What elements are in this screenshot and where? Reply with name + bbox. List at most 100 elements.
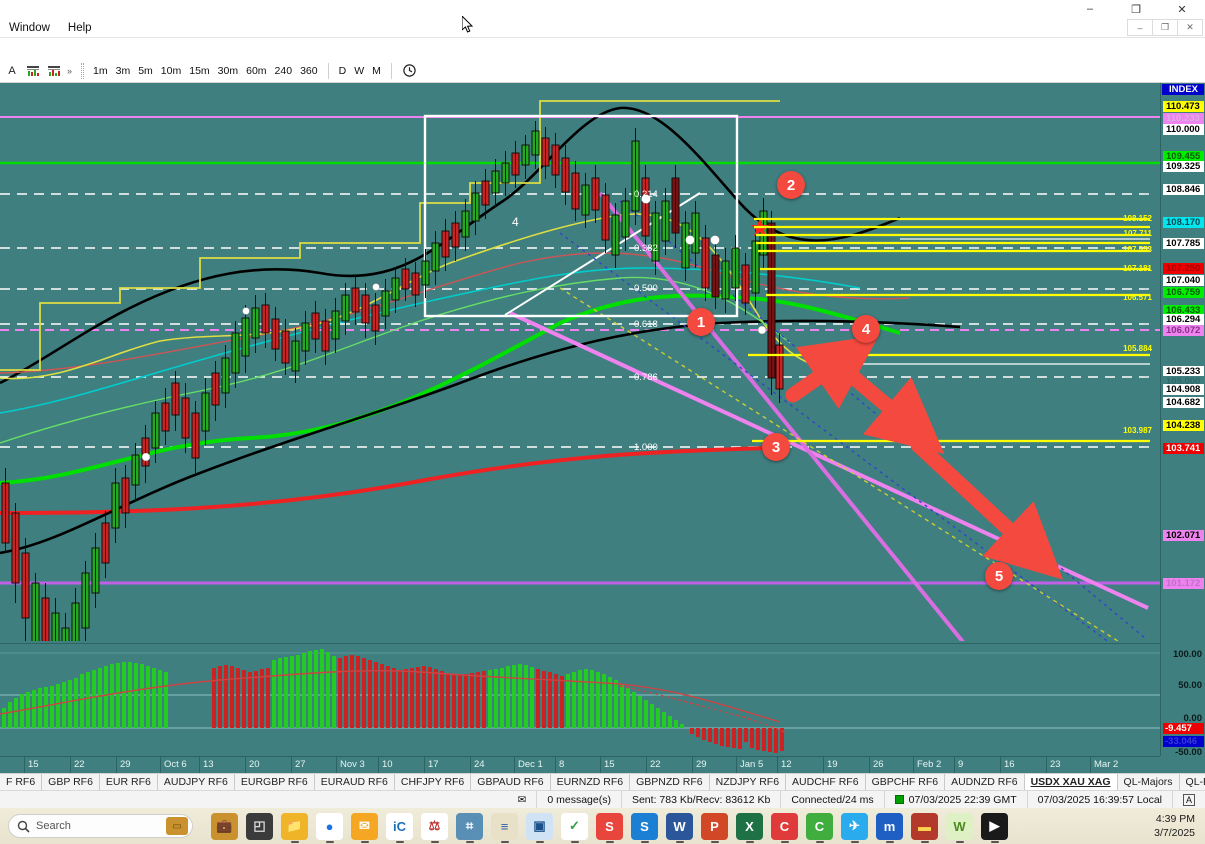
period-monthly[interactable]: M <box>372 64 381 77</box>
mdi-close-button[interactable]: ✕ <box>1177 19 1203 36</box>
chart-style-1-icon[interactable] <box>24 62 42 80</box>
time-separator <box>869 757 870 773</box>
notes-icon[interactable]: ≡ <box>491 812 518 840</box>
trading-app-icon[interactable]: ⚖ <box>421 812 448 840</box>
timeframe-360[interactable]: 360 <box>300 64 318 77</box>
time-label-16: Jan 5 <box>740 759 764 770</box>
window-close-button[interactable]: ✕ <box>1177 3 1187 16</box>
media-icon[interactable]: ▣ <box>526 812 553 840</box>
timeframe-1m[interactable]: 1m <box>93 64 108 77</box>
time-separator <box>199 757 200 773</box>
powerpoint-icon[interactable]: P <box>701 812 728 840</box>
chart-area[interactable]: 0.214 0.382 0.500 0.618 0.786 1.000 4 10… <box>0 83 1205 773</box>
symbol-tab-gbp-rf6[interactable]: GBP RF6 <box>42 774 100 790</box>
symbol-tab-audjpy-rf6[interactable]: AUDJPY RF6 <box>158 774 235 790</box>
briefcase-icon[interactable]: ▭ <box>166 817 188 835</box>
task-view-icon[interactable]: ◰ <box>246 812 273 840</box>
timeframe-10m[interactable]: 10m <box>160 64 182 77</box>
timeframe-5m[interactable]: 5m <box>138 64 153 77</box>
symbol-tab-audchf-rf6[interactable]: AUDCHF RF6 <box>786 774 866 790</box>
symbol-tab-gbpnzd-rf6[interactable]: GBPNZD RF6 <box>630 774 710 790</box>
symbol-tab-audnzd-rf6[interactable]: AUDNZD RF6 <box>945 774 1025 790</box>
status-messages: 0 message(s) <box>537 790 622 809</box>
timeframe-60m[interactable]: 60m <box>246 64 267 77</box>
camtasia-green-icon[interactable]: C <box>806 812 833 840</box>
skype-red-icon[interactable]: S <box>596 812 623 840</box>
period-weekly[interactable]: W <box>354 64 365 77</box>
chart-marker-1[interactable]: 1 <box>687 308 715 336</box>
excel-icon[interactable]: X <box>736 812 763 840</box>
metals-icon[interactable]: m <box>876 812 903 840</box>
toolbox-icon[interactable]: ▬ <box>911 812 938 840</box>
time-label-13: 15 <box>604 759 615 770</box>
symbol-tab-euraud-rf6[interactable]: EURAUD RF6 <box>315 774 395 790</box>
camtasia-icon[interactable]: C <box>771 812 798 840</box>
price-tag-107-040: 107.040 <box>1163 275 1204 286</box>
timeframe-15m[interactable]: 15m <box>189 64 210 77</box>
timeframe-30m[interactable]: 30m <box>217 64 239 77</box>
time-label-3: Oct 6 <box>164 759 187 770</box>
chart-marker-3[interactable]: 3 <box>762 433 790 461</box>
search-icon <box>17 820 30 833</box>
mail-icon[interactable]: ✉ <box>351 812 378 840</box>
symbol-tab-gbpaud-rf6[interactable]: GBPAUD RF6 <box>471 774 551 790</box>
indicator-pane[interactable] <box>0 643 1160 756</box>
time-label-21: 9 <box>958 759 964 770</box>
ic-markets-icon[interactable]: iC <box>386 812 413 840</box>
word-icon[interactable]: W <box>666 812 693 840</box>
price-tag-110-000: 110.000 <box>1163 124 1204 135</box>
checkmark-icon[interactable]: ✓ <box>561 812 588 840</box>
inline-price-label-1: 107.711 <box>1123 229 1152 238</box>
symbol-tab-ql-exotics[interactable]: QL-Exotics <box>1180 774 1205 790</box>
menu-item-help[interactable]: Help <box>67 21 92 34</box>
symbol-tab-usdx-xau-xag[interactable]: USDX XAU XAG <box>1024 774 1118 790</box>
timeframe-3m[interactable]: 3m <box>115 64 131 77</box>
taskbar-clock[interactable]: 4:39 PM 3/7/2025 <box>1154 812 1195 840</box>
time-separator <box>24 757 25 773</box>
price-tag-105-000: 105.000 <box>1163 376 1204 387</box>
media-player-icon[interactable]: ▶ <box>981 812 1008 840</box>
time-label-4: 13 <box>203 759 214 770</box>
mdi-minimize-button[interactable]: – <box>1127 19 1153 36</box>
symbol-tab-chfjpy-rf6[interactable]: CHFJPY RF6 <box>395 774 472 790</box>
search-box[interactable]: Search ▭ <box>8 814 193 838</box>
calculator-icon[interactable]: ⌗ <box>456 812 483 840</box>
chart-style-2-icon[interactable] <box>45 62 63 80</box>
clock-icon[interactable] <box>401 62 419 80</box>
file-explorer-icon[interactable]: 📁 <box>281 812 308 840</box>
chrome-icon[interactable]: ● <box>316 812 343 840</box>
symbol-tab-nzdjpy-rf6[interactable]: NZDJPY RF6 <box>710 774 787 790</box>
symbol-tab-f-rf6[interactable]: F RF6 <box>0 774 43 790</box>
time-label-10: 24 <box>474 759 485 770</box>
skype-blue-icon[interactable]: S <box>631 812 658 840</box>
mail-icon[interactable]: ✉ <box>508 790 538 809</box>
chart-marker-5[interactable]: 5 <box>985 562 1013 590</box>
timeframe-240[interactable]: 240 <box>274 64 293 77</box>
symbol-tab-ql-majors[interactable]: QL-Majors <box>1118 774 1180 790</box>
price-scale[interactable]: INDEX 110.473 110.233 110.000 109.455 109.32… <box>1160 83 1205 758</box>
symbol-tab-eurgbp-rf6[interactable]: EURGBP RF6 <box>235 774 315 790</box>
window-maximize-button[interactable]: ❐ <box>1131 3 1141 16</box>
price-pane[interactable]: 0.214 0.382 0.500 0.618 0.786 1.000 4 10… <box>0 83 1160 641</box>
mdi-restore-button[interactable]: ❐ <box>1152 19 1178 36</box>
period-daily[interactable]: D <box>338 64 347 77</box>
symbol-tab-eurnzd-rf6[interactable]: EURNZD RF6 <box>551 774 631 790</box>
symbol-tab-eur-rf6[interactable]: EUR RF6 <box>100 774 158 790</box>
w-circle-icon[interactable]: W <box>946 812 973 840</box>
price-tag-107-250: 107.250 <box>1163 263 1204 274</box>
price-tag-110-473: 110.473 <box>1163 101 1204 112</box>
text-tool-icon[interactable]: A <box>8 64 16 77</box>
indicator-scale-1: 50.00 <box>1178 680 1202 691</box>
toolbar-overflow-icon[interactable]: » <box>67 65 73 76</box>
symbol-tab-gbpchf-rf6[interactable]: GBPCHF RF6 <box>866 774 946 790</box>
symbol-tabbar[interactable]: F RF6 GBP RF6 EUR RF6 AUDJPY RF6 EURGBP RF6 E… <box>0 773 1205 790</box>
price-tag-104-682: 104.682 <box>1163 397 1204 408</box>
window-minimize-button[interactable]: – <box>1086 3 1094 15</box>
chart-marker-2[interactable]: 2 <box>777 171 805 199</box>
telegram-icon[interactable]: ✈ <box>841 812 868 840</box>
price-tag-105-233: 105.233 <box>1163 366 1204 377</box>
menu-item-window[interactable]: Window <box>9 21 50 34</box>
chart-marker-4[interactable]: 4 <box>852 315 880 343</box>
status-app-icon[interactable]: A <box>1173 791 1205 809</box>
briefcase-icon[interactable]: 💼 <box>211 812 238 840</box>
